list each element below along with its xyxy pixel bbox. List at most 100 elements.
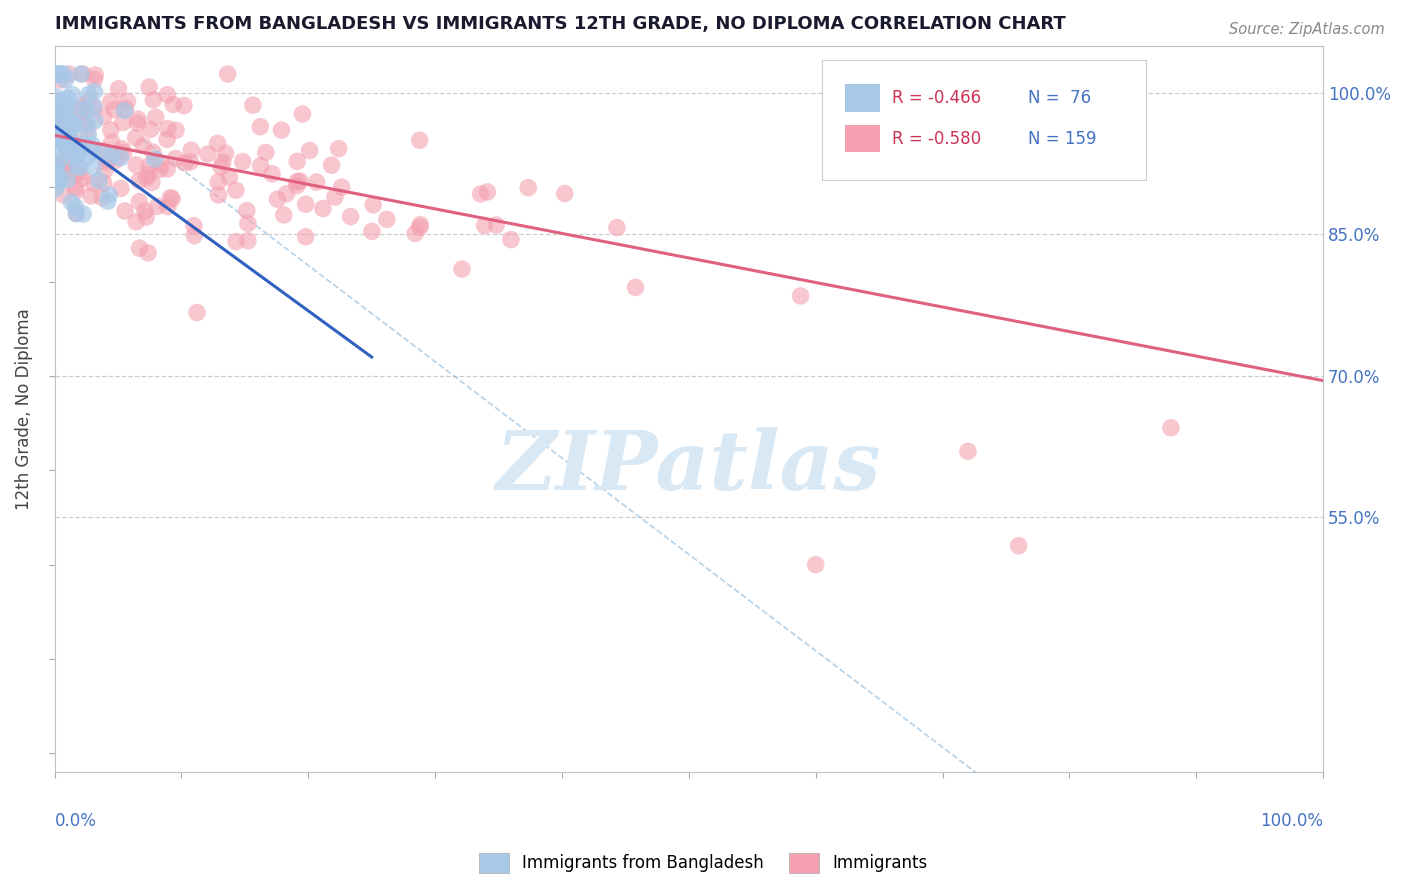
Point — [298, 144, 321, 158]
Point — [45, 89, 67, 103]
Point — [80, 189, 103, 203]
Point — [328, 142, 350, 156]
Point — [83, 85, 105, 99]
Point — [285, 154, 308, 169]
Text: 100.0%: 100.0% — [1260, 812, 1323, 830]
Point — [162, 192, 184, 206]
Point — [103, 103, 125, 117]
Point — [285, 178, 308, 193]
Point — [225, 235, 247, 249]
Text: IMMIGRANTS FROM BANGLADESH VS IMMIGRANTS 12TH GRADE, NO DIPLOMA CORRELATION CHAR: IMMIGRANTS FROM BANGLADESH VS IMMIGRANTS… — [55, 15, 1066, 33]
Point — [242, 98, 264, 112]
Point — [218, 169, 240, 184]
Point — [55, 156, 77, 170]
Point — [65, 206, 87, 220]
Point — [173, 98, 195, 112]
Point — [266, 192, 288, 206]
Point — [97, 194, 120, 209]
Point — [70, 98, 93, 112]
Point — [49, 67, 72, 81]
Point — [77, 128, 100, 142]
Point — [77, 121, 100, 136]
Point — [63, 118, 86, 132]
Text: ZIPatlas: ZIPatlas — [496, 427, 882, 507]
Point — [56, 91, 79, 105]
Point — [72, 104, 94, 119]
Point — [125, 215, 148, 229]
Point — [183, 228, 205, 243]
FancyBboxPatch shape — [845, 84, 880, 112]
Point — [49, 95, 72, 109]
Point — [485, 218, 508, 232]
Point — [65, 180, 87, 194]
Point — [100, 123, 122, 137]
Point — [52, 67, 75, 81]
Point — [45, 68, 67, 82]
Point — [70, 67, 93, 81]
Point — [207, 175, 229, 189]
Point — [409, 218, 432, 232]
Point — [93, 109, 115, 123]
Point — [83, 101, 105, 115]
Point — [96, 155, 118, 169]
Point — [211, 155, 233, 169]
Point — [72, 171, 94, 186]
Point — [48, 154, 70, 169]
Point — [49, 99, 72, 113]
Point — [66, 159, 89, 173]
Point — [82, 145, 104, 159]
Point — [273, 208, 295, 222]
Point — [312, 202, 335, 216]
Point — [128, 174, 150, 188]
Point — [142, 145, 165, 160]
Point — [66, 139, 89, 153]
Point — [145, 111, 167, 125]
Point — [52, 103, 75, 118]
Point — [207, 188, 229, 202]
Point — [165, 123, 187, 137]
Point — [451, 262, 474, 277]
Point — [142, 93, 165, 107]
Point — [236, 234, 259, 248]
Point — [60, 195, 83, 210]
Point — [101, 135, 124, 149]
Point — [474, 219, 496, 233]
Point — [83, 160, 105, 174]
Point — [236, 203, 259, 218]
Point — [294, 229, 316, 244]
Point — [173, 156, 195, 170]
Point — [249, 159, 271, 173]
Point — [361, 224, 384, 238]
Point — [84, 68, 107, 82]
Text: 0.0%: 0.0% — [55, 812, 97, 830]
Point — [146, 199, 169, 213]
Point — [67, 103, 90, 117]
Point — [197, 147, 219, 161]
Point — [53, 168, 76, 182]
Point — [45, 112, 67, 126]
Point — [56, 172, 79, 186]
Point — [77, 87, 100, 102]
Point — [138, 80, 160, 95]
Point — [66, 148, 89, 162]
Point — [65, 135, 87, 149]
Point — [46, 67, 69, 81]
Point — [107, 81, 129, 95]
Point — [321, 158, 343, 172]
Point — [291, 107, 314, 121]
Point — [48, 156, 70, 170]
Point — [52, 135, 75, 149]
Point — [59, 114, 82, 128]
Point — [46, 108, 69, 122]
Point — [225, 183, 247, 197]
Point — [339, 210, 361, 224]
Point — [139, 122, 162, 136]
Point — [65, 200, 87, 214]
Point — [48, 128, 70, 142]
Point — [156, 121, 179, 136]
Point — [48, 172, 70, 186]
Point — [48, 175, 70, 189]
Point — [361, 198, 384, 212]
Point — [67, 145, 90, 159]
Legend: Immigrants from Bangladesh, Immigrants: Immigrants from Bangladesh, Immigrants — [472, 847, 934, 880]
